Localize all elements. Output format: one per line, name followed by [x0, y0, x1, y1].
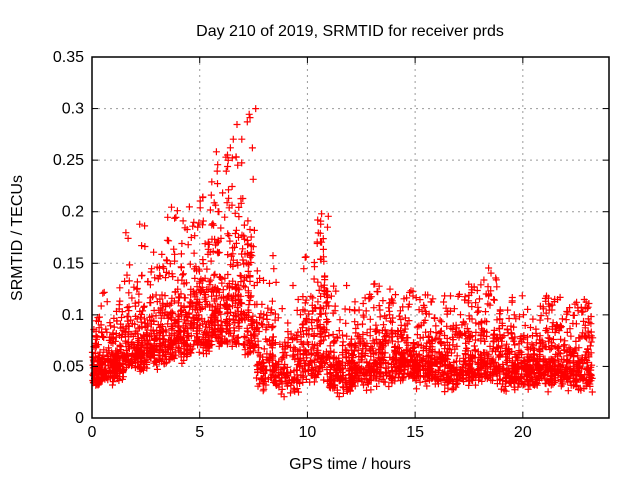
x-tick-label: 15 [406, 424, 424, 441]
y-tick-label: 0.2 [62, 204, 84, 221]
axis-tick-labels: 0 5 10 15 20 0 0.05 0.1 0.15 0.2 0.25 0.3 0.35 [53, 49, 532, 441]
data-points-series [88, 105, 597, 401]
y-tick-label: 0.35 [53, 49, 84, 66]
plot-border [91, 56, 610, 419]
y-tick-label: 0.3 [62, 101, 84, 118]
axis-ticks [91, 56, 609, 419]
x-axis-label: GPS time / hours [289, 456, 411, 473]
x-tick-label: 20 [514, 424, 532, 441]
x-tick-label: 5 [195, 424, 204, 441]
x-tick-label: 0 [88, 424, 97, 441]
y-tick-label: 0 [75, 410, 84, 427]
y-tick-label: 0.05 [53, 358, 84, 375]
y-axis-label: SRMTID / TECUs [9, 175, 26, 301]
x-tick-label: 10 [299, 424, 317, 441]
y-tick-label: 0.15 [53, 255, 84, 272]
y-tick-label: 0.1 [62, 307, 84, 324]
chart-title: Day 210 of 2019, SRMTID for receiver prd… [196, 23, 504, 40]
y-tick-label: 0.25 [53, 152, 84, 169]
